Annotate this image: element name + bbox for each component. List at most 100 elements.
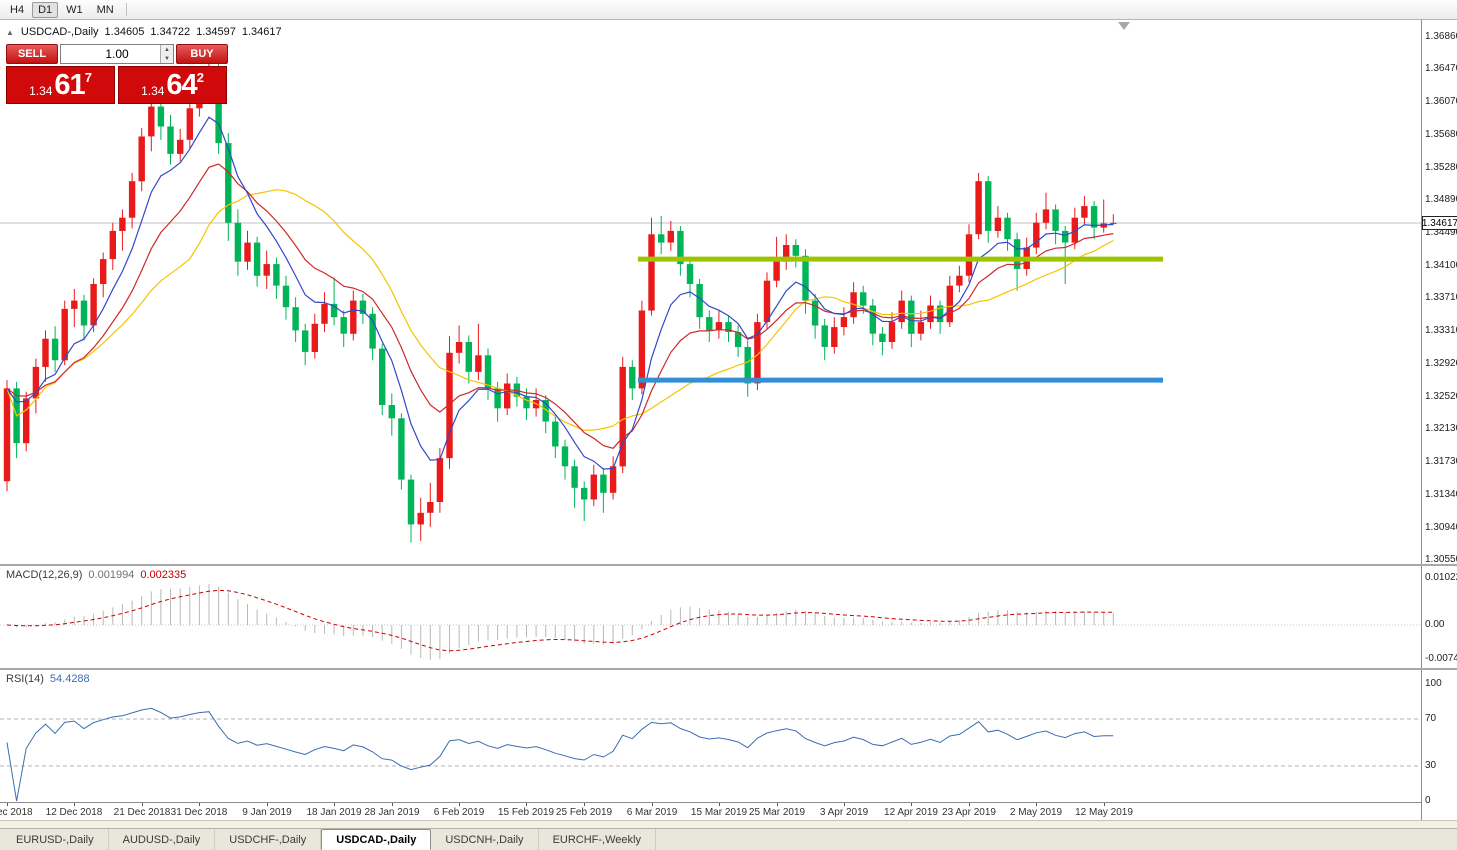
date-axis-tick <box>777 803 778 806</box>
price-axis-label: 1.32520 <box>1425 391 1457 402</box>
date-axis-label: 9 Jan 2019 <box>242 807 292 818</box>
date-axis-label: 31 Dec 2018 <box>170 807 228 818</box>
sell-price-big: 61 <box>54 69 85 101</box>
one-click-panel-toggle-icon[interactable]: ▲ <box>6 27 14 37</box>
date-axis-tick <box>911 803 912 806</box>
timeframe-button-w1[interactable]: W1 <box>66 3 83 16</box>
chart-tab-eurchfweekly[interactable]: EURCHF-,Weekly <box>539 829 656 850</box>
volume-down-icon[interactable]: ▼ <box>161 54 173 63</box>
sell-button[interactable]: SELL <box>6 44 58 64</box>
timeframe-buttons: H4 D1 W1 MN <box>4 1 120 18</box>
date-axis-label: 23 Apr 2019 <box>942 807 996 818</box>
timeframe-button-h4[interactable]: H4 <box>10 3 25 16</box>
volume-value: 1.00 <box>105 47 129 61</box>
price-axis: 1.34617 1.36860 1.36470 1.36070 1.35680 1.35… <box>1421 20 1457 820</box>
chart-tab-audusddaily[interactable]: AUDUSD-,Daily <box>109 829 216 850</box>
toolbar-separator <box>125 3 127 16</box>
macd-axis-label: -0.007475 <box>1425 653 1457 664</box>
date-axis-label: 21 Dec 2018 <box>113 807 171 818</box>
price-axis-label: 1.36860 <box>1425 31 1457 42</box>
date-axis-label: 12 Dec 2018 <box>45 807 103 818</box>
price-axis-label: 1.33310 <box>1425 325 1457 336</box>
rsi-name: RSI(14) <box>6 673 44 685</box>
timeframe-button-d1[interactable]: D1 <box>32 1 59 18</box>
buy-button[interactable]: BUY <box>176 44 228 64</box>
rsi-axis-label: 0 <box>1425 795 1431 806</box>
ohlc-low: 1.34597 <box>196 26 236 38</box>
ohlc-open: 1.34605 <box>104 26 145 38</box>
date-axis-tick <box>392 803 393 806</box>
sell-price-sup: 7 <box>84 70 92 85</box>
price-axis-label: 1.32130 <box>1425 423 1457 434</box>
chart-tab-usdchfdaily[interactable]: USDCHF-,Daily <box>215 829 322 850</box>
date-axis-tick <box>844 803 845 806</box>
macd-name: MACD(12,26,9) <box>6 569 83 581</box>
macd-label: MACD(12,26,9) 0.001994 0.002335 <box>6 569 186 581</box>
rsi-value: 54.4288 <box>49 673 90 685</box>
ohlc-close: 1.34617 <box>241 26 282 38</box>
buy-price-display[interactable]: 1.34 64 2 <box>118 66 227 104</box>
panel-splitter-macd[interactable] <box>0 564 1457 566</box>
volume-spinner: ▲ ▼ <box>160 45 173 63</box>
rsi-canvas[interactable] <box>0 670 1421 802</box>
chart-tabs-bar: EURUSD-,Daily AUDUSD-,Daily USDCHF-,Daily U… <box>0 828 1457 850</box>
date-axis-label: 28 Jan 2019 <box>364 807 420 818</box>
volume-input[interactable]: 1.00 ▲ ▼ <box>60 44 174 64</box>
date-axis-tick <box>7 803 8 806</box>
chart-tab-usdcnhdaily[interactable]: USDCNH-,Daily <box>431 829 539 850</box>
price-axis-label: 1.33710 <box>1425 292 1457 303</box>
macd-canvas[interactable] <box>0 566 1421 668</box>
date-axis-tick <box>652 803 653 806</box>
date-axis-tick <box>74 803 75 806</box>
macd-axis-label: 0.010225 <box>1425 572 1457 583</box>
price-chart-canvas[interactable] <box>0 20 1421 564</box>
rsi-axis-label: 70 <box>1425 713 1437 724</box>
price-axis-label: 1.35680 <box>1425 129 1457 140</box>
date-axis-label: 18 Jan 2019 <box>306 807 362 818</box>
date-axis-label: 15 Mar 2019 <box>690 807 748 818</box>
chart-info-line: ▲ USDCAD-,Daily 1.34605 1.34722 1.34597 … <box>6 26 282 38</box>
date-axis-tick <box>969 803 970 806</box>
sell-price-display[interactable]: 1.34 61 7 <box>6 66 115 104</box>
chart-tab-eurusddaily[interactable]: EURUSD-,Daily <box>2 829 109 850</box>
current-price-badge: 1.34617 <box>1421 216 1457 230</box>
volume-up-icon[interactable]: ▲ <box>161 45 173 54</box>
macd-axis-label: 0.00 <box>1425 619 1445 630</box>
rsi-panel: RSI(14) 54.4288 <box>0 670 1421 802</box>
date-axis-label: 3 Apr 2019 <box>819 807 869 818</box>
macd-value-main: 0.001994 <box>88 569 135 581</box>
one-click-trading-panel: SELL 1.00 ▲ ▼ BUY 1.34 61 7 1.34 64 2 <box>6 44 228 104</box>
date-axis-label: 25 Mar 2019 <box>748 807 806 818</box>
date-axis-label: 6 Mar 2019 <box>626 807 678 818</box>
price-axis-label: 1.32920 <box>1425 358 1457 369</box>
chart-shift-marker[interactable] <box>1118 22 1130 30</box>
chart-tab-usdcaddaily[interactable]: USDCAD-,Daily <box>321 829 432 850</box>
date-axis-label: 2 May 2019 <box>1009 807 1063 818</box>
date-axis-tick <box>267 803 268 806</box>
date-axis-tick <box>1104 803 1105 806</box>
date-axis-tick <box>199 803 200 806</box>
date-axis-tick <box>1036 803 1037 806</box>
ohlc-high: 1.34722 <box>150 26 191 38</box>
rsi-label: RSI(14) 54.4288 <box>6 673 90 685</box>
rsi-axis-label: 30 <box>1425 760 1437 771</box>
buy-price-prefix: 1.34 <box>141 84 165 98</box>
date-axis-tick <box>526 803 527 806</box>
buy-price-sup: 2 <box>196 70 204 85</box>
date-axis-label: 25 Feb 2019 <box>555 807 613 818</box>
timeframe-button-mn[interactable]: MN <box>96 3 114 16</box>
price-axis-label: 1.34100 <box>1425 260 1457 271</box>
panel-splitter-rsi[interactable] <box>0 668 1457 670</box>
date-axis-label: 12 Apr 2019 <box>884 807 938 818</box>
date-axis-tick <box>334 803 335 806</box>
macd-panel: MACD(12,26,9) 0.001994 0.002335 <box>0 566 1421 668</box>
price-axis-label: 1.31730 <box>1425 456 1457 467</box>
date-axis-tick <box>584 803 585 806</box>
date-axis-tick <box>459 803 460 806</box>
price-axis-label: 1.35280 <box>1425 162 1457 173</box>
date-axis-tick <box>719 803 720 806</box>
date-axis-tick <box>142 803 143 806</box>
price-axis-label: 1.34490 <box>1425 227 1457 238</box>
